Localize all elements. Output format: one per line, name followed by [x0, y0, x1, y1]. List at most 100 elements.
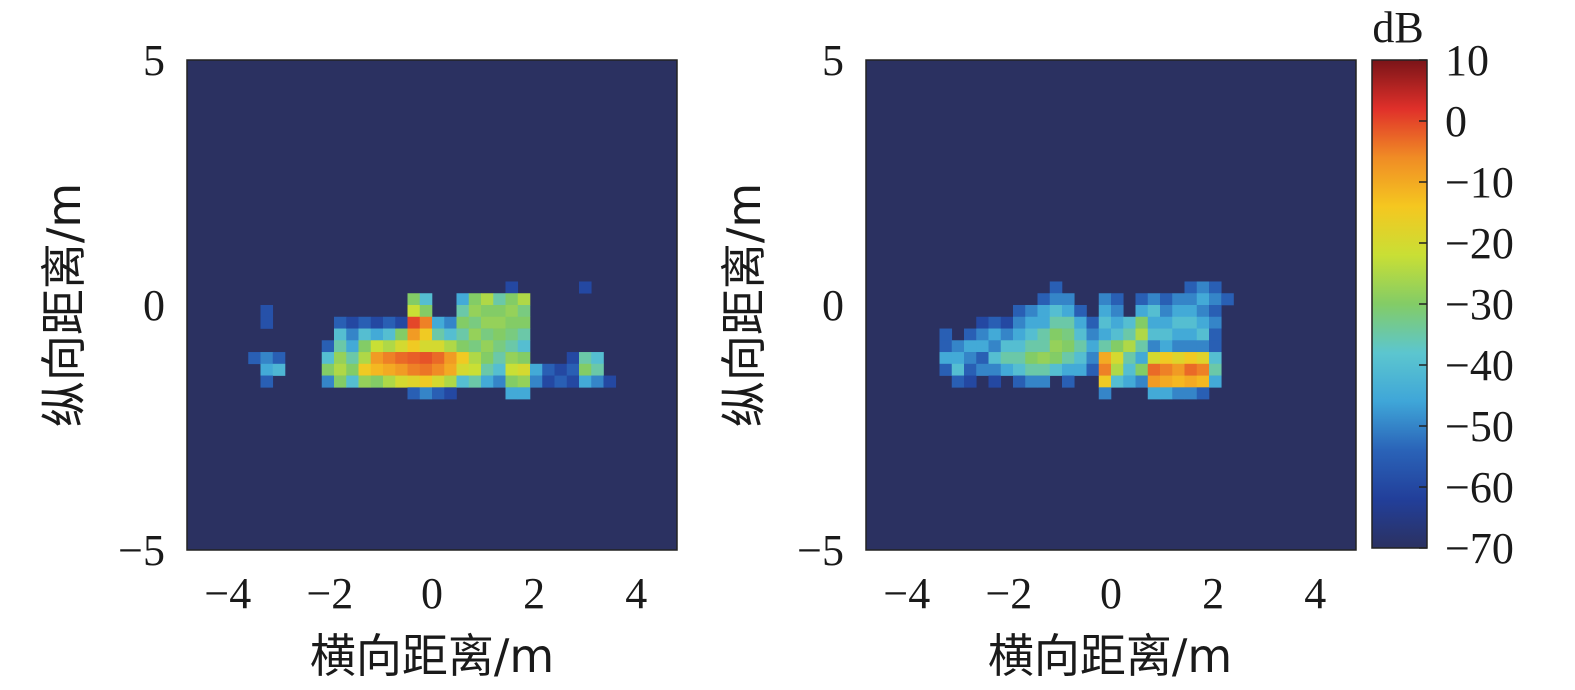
- heatmap-cell: [407, 375, 421, 388]
- x-tick-label: 2: [523, 569, 545, 618]
- y-axis-label-right: 纵向距离/m: [717, 183, 771, 427]
- heatmap-cell: [432, 328, 445, 341]
- heatmap-cell: [1098, 352, 1112, 365]
- heatmap-cell: [517, 375, 531, 388]
- heatmap-cell: [951, 340, 965, 353]
- heatmap-cell: [1209, 281, 1222, 294]
- heatmap-cell: [1049, 328, 1063, 341]
- heatmap-cell: [481, 340, 494, 353]
- heatmap-cell: [1062, 305, 1075, 318]
- heatmap-cell: [358, 363, 372, 376]
- heatmap-cell: [248, 352, 261, 365]
- heatmap-cell: [468, 352, 482, 365]
- heatmap-cell: [346, 328, 359, 341]
- heatmap-cell: [1098, 387, 1112, 400]
- heatmap-cell: [407, 328, 421, 341]
- heatmap-cell: [1111, 340, 1124, 353]
- heatmap-cell: [1049, 293, 1063, 306]
- heatmap-cell: [260, 352, 274, 365]
- heatmap-cell: [456, 375, 470, 388]
- heatmap-cell: [1062, 363, 1075, 376]
- heatmap-cell: [988, 352, 1002, 365]
- heatmap-cell: [1013, 328, 1026, 341]
- heatmap-cell: [1172, 316, 1185, 329]
- heatmap-cell: [1025, 316, 1038, 329]
- colorbar-ticks: 10 0 −10 −20 −30 −40 −50 −60 −70: [1419, 36, 1514, 573]
- heatmap-cell: [1209, 305, 1222, 318]
- heatmap-cell: [1086, 340, 1100, 353]
- heatmap-cell: [1013, 363, 1026, 376]
- heatmap-cell: [1025, 375, 1038, 388]
- heatmap-cell: [407, 293, 421, 306]
- heatmap-cell: [988, 340, 1002, 353]
- heatmap-cell: [1086, 316, 1100, 329]
- heatmap-cell: [530, 375, 543, 388]
- heatmap-cell: [1147, 305, 1161, 318]
- heatmap-cell: [517, 387, 531, 400]
- heatmap-cell: [395, 316, 408, 329]
- colorbar-tick-label: −70: [1445, 524, 1514, 573]
- heatmap-cell: [321, 363, 335, 376]
- heatmap-cell: [1037, 328, 1051, 341]
- y-tick-label: −5: [797, 526, 844, 575]
- heatmap-cell: [976, 363, 989, 376]
- heatmap-cell: [1184, 281, 1198, 294]
- x-tick-label: −2: [985, 569, 1032, 618]
- heatmap-cell: [1098, 316, 1112, 329]
- colorbar-unit: dB: [1372, 3, 1423, 52]
- heatmap-cell: [419, 316, 433, 329]
- heatmap-cell: [1123, 340, 1136, 353]
- heatmap-cell: [939, 352, 953, 365]
- heatmap-cell: [1000, 352, 1014, 365]
- heatmap-cell: [1221, 293, 1234, 306]
- heatmap-cell: [370, 316, 384, 329]
- x-tick-label: 4: [625, 569, 647, 618]
- heatmap-cell: [1147, 340, 1161, 353]
- heatmap-cell: [456, 316, 470, 329]
- heatmap-cell: [444, 375, 457, 388]
- heatmap-cell: [1013, 305, 1026, 318]
- heatmap-cell: [1147, 352, 1161, 365]
- heatmap-cell: [1196, 281, 1210, 294]
- heatmap-cell: [1025, 328, 1038, 341]
- heatmap-cell: [951, 375, 965, 388]
- heatmap-cell: [964, 340, 977, 353]
- plot-frame-left: [186, 59, 678, 551]
- heatmap-cell: [468, 363, 482, 376]
- heatmap-cell: [1209, 363, 1222, 376]
- heatmap-cell: [1049, 305, 1063, 318]
- heatmap-cell: [505, 352, 519, 365]
- heatmap-cell: [1135, 363, 1149, 376]
- heatmap-cell: [1209, 352, 1222, 365]
- heatmap-cell: [1111, 375, 1124, 388]
- heatmap-cell: [334, 316, 347, 329]
- heatmap-cell: [346, 316, 359, 329]
- heatmap-cell: [358, 328, 372, 341]
- heatmap-cell: [334, 328, 347, 341]
- heatmap-cell: [1000, 363, 1014, 376]
- heatmap-right: −4 −2 0 2 4 5 0 −5 横向距离/m 纵向距离/m: [717, 36, 1357, 683]
- heatmap-cell: [1184, 340, 1198, 353]
- heatmap-cell: [444, 352, 457, 365]
- heatmap-cell: [505, 340, 519, 353]
- heatmap-cell: [1196, 305, 1210, 318]
- heatmap-cell: [383, 352, 396, 365]
- heatmap-cell: [1135, 316, 1149, 329]
- heatmap-cell: [419, 375, 433, 388]
- heatmap-cell: [505, 281, 519, 294]
- heatmap-cell: [1098, 363, 1112, 376]
- heatmap-cell: [1111, 293, 1124, 306]
- x-tick-label: 0: [421, 569, 443, 618]
- heatmap-cell: [1135, 328, 1149, 341]
- heatmap-cell: [407, 363, 421, 376]
- heatmap-cell: [1209, 293, 1222, 306]
- heatmap-cell: [493, 316, 506, 329]
- heatmap-cell: [370, 352, 384, 365]
- heatmap-cell: [1147, 328, 1161, 341]
- heatmap-cell: [1074, 328, 1087, 341]
- heatmap-cell: [346, 363, 359, 376]
- heatmap-cell: [988, 328, 1002, 341]
- y-tick-label: 5: [822, 36, 844, 85]
- heatmap-cell: [468, 293, 482, 306]
- heatmap-cell: [1184, 363, 1198, 376]
